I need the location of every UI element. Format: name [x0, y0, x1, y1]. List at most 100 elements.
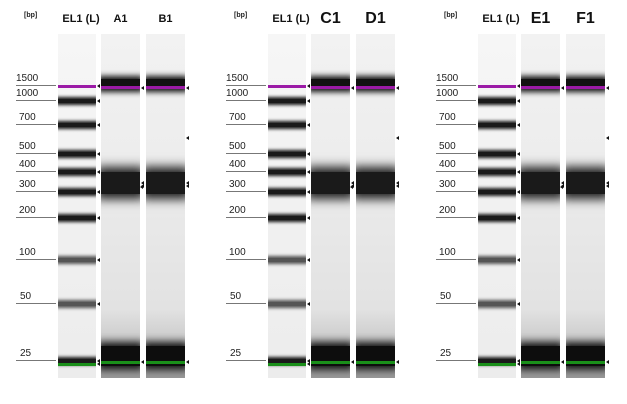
band-marker-arrow — [307, 84, 310, 88]
ladder-tick-label: 500 — [439, 141, 456, 152]
ladder-tick-line — [16, 191, 56, 192]
ladder-tick-line — [436, 259, 476, 260]
ladder-tick-label: 700 — [229, 112, 246, 123]
gel-band — [521, 79, 560, 89]
ladder-tick-label: 700 — [19, 112, 36, 123]
ladder-tick-label: 25 — [230, 348, 242, 359]
ladder-tick-label: 400 — [439, 159, 456, 170]
gel-band — [146, 79, 185, 89]
gel-band — [268, 190, 306, 194]
ladder-tick-label: 200 — [229, 205, 246, 216]
gel-band — [268, 99, 306, 103]
ladder-tick-line — [436, 124, 476, 125]
ladder-tick-label: 25 — [20, 348, 32, 359]
sample-lane-label: A1 — [113, 13, 128, 25]
gel-band — [478, 99, 516, 103]
gel-band — [58, 302, 96, 306]
lower-marker-band — [268, 363, 306, 366]
band-marker-arrow — [517, 258, 520, 262]
gel-band — [101, 172, 140, 194]
lower-marker-band — [311, 361, 350, 364]
sample-lane — [566, 34, 605, 378]
sample-lane — [356, 34, 395, 378]
ladder-lane-label: EL1 (L) — [62, 13, 100, 25]
ladder-tick-label: 400 — [19, 159, 36, 170]
ladder-lane — [268, 34, 306, 378]
band-marker-arrow — [517, 123, 520, 127]
band-marker-arrow — [186, 181, 189, 185]
band-marker-arrow — [396, 86, 399, 90]
unit-label: [bp] — [234, 12, 248, 19]
band-marker-arrow — [186, 360, 189, 364]
sample-lane-label: F1 — [576, 10, 595, 27]
band-marker-arrow — [307, 170, 310, 174]
band-marker-arrow — [97, 216, 100, 220]
gel-band — [58, 190, 96, 194]
gel-band — [566, 79, 605, 89]
band-marker-arrow — [141, 86, 144, 90]
band-marker-arrow — [396, 184, 399, 188]
upper-marker-band — [58, 85, 96, 88]
upper-marker-band — [311, 86, 350, 89]
band-marker-arrow — [517, 362, 520, 366]
band-marker-arrow — [307, 99, 310, 103]
gel-band — [58, 123, 96, 127]
upper-marker-band — [566, 86, 605, 89]
ladder-tick-line — [16, 217, 56, 218]
sample-lane — [101, 34, 140, 378]
ladder-tick-label: 200 — [19, 205, 36, 216]
band-marker-arrow — [186, 184, 189, 188]
ladder-tick-line — [226, 124, 266, 125]
ladder-tick-line — [16, 100, 56, 101]
band-marker-arrow — [396, 181, 399, 185]
band-marker-arrow — [561, 360, 564, 364]
gel-band — [311, 172, 350, 194]
gel-band — [521, 172, 560, 194]
sample-lane-label: C1 — [320, 10, 341, 27]
gel-band — [146, 172, 185, 194]
ladder-tick-label: 1500 — [226, 73, 249, 84]
upper-marker-band — [101, 86, 140, 89]
upper-marker-band — [356, 86, 395, 89]
ladder-tick-line — [226, 303, 266, 304]
lower-marker-band — [146, 361, 185, 364]
ladder-tick-label: 500 — [229, 141, 246, 152]
band-marker-arrow — [97, 362, 100, 366]
band-marker-arrow — [606, 86, 609, 90]
ladder-tick-line — [226, 100, 266, 101]
band-marker-arrow — [517, 99, 520, 103]
lower-marker-band — [566, 361, 605, 364]
band-marker-arrow — [307, 123, 310, 127]
sample-lane-label: D1 — [365, 10, 386, 27]
ladder-tick-line — [226, 85, 266, 86]
ladder-tick-label: 100 — [229, 247, 246, 258]
band-marker-arrow — [307, 359, 310, 363]
lower-marker-band — [356, 361, 395, 364]
ladder-tick-line — [436, 153, 476, 154]
sample-lane — [146, 34, 185, 378]
unit-label: [bp] — [444, 12, 458, 19]
band-marker-arrow — [141, 360, 144, 364]
band-marker-arrow — [307, 216, 310, 220]
gel-band — [268, 359, 306, 363]
gel-band — [478, 190, 516, 194]
band-marker-arrow — [517, 152, 520, 156]
upper-marker-band — [268, 85, 306, 88]
band-marker-arrow — [561, 86, 564, 90]
band-marker-arrow — [517, 170, 520, 174]
ladder-tick-line — [16, 85, 56, 86]
ladder-tick-label: 50 — [230, 291, 242, 302]
ladder-tick-line — [436, 100, 476, 101]
gel-band — [478, 170, 516, 174]
gel-band — [478, 258, 516, 262]
ladder-lane-label: EL1 (L) — [272, 13, 310, 25]
band-marker-arrow — [351, 181, 354, 185]
ladder-tick-line — [226, 360, 266, 361]
band-marker-arrow — [307, 362, 310, 366]
gel-band — [58, 359, 96, 363]
unit-label: [bp] — [24, 12, 38, 19]
ladder-tick-label: 300 — [439, 179, 456, 190]
band-marker-arrow — [351, 360, 354, 364]
band-marker-arrow — [97, 152, 100, 156]
ladder-tick-label: 1500 — [16, 73, 39, 84]
